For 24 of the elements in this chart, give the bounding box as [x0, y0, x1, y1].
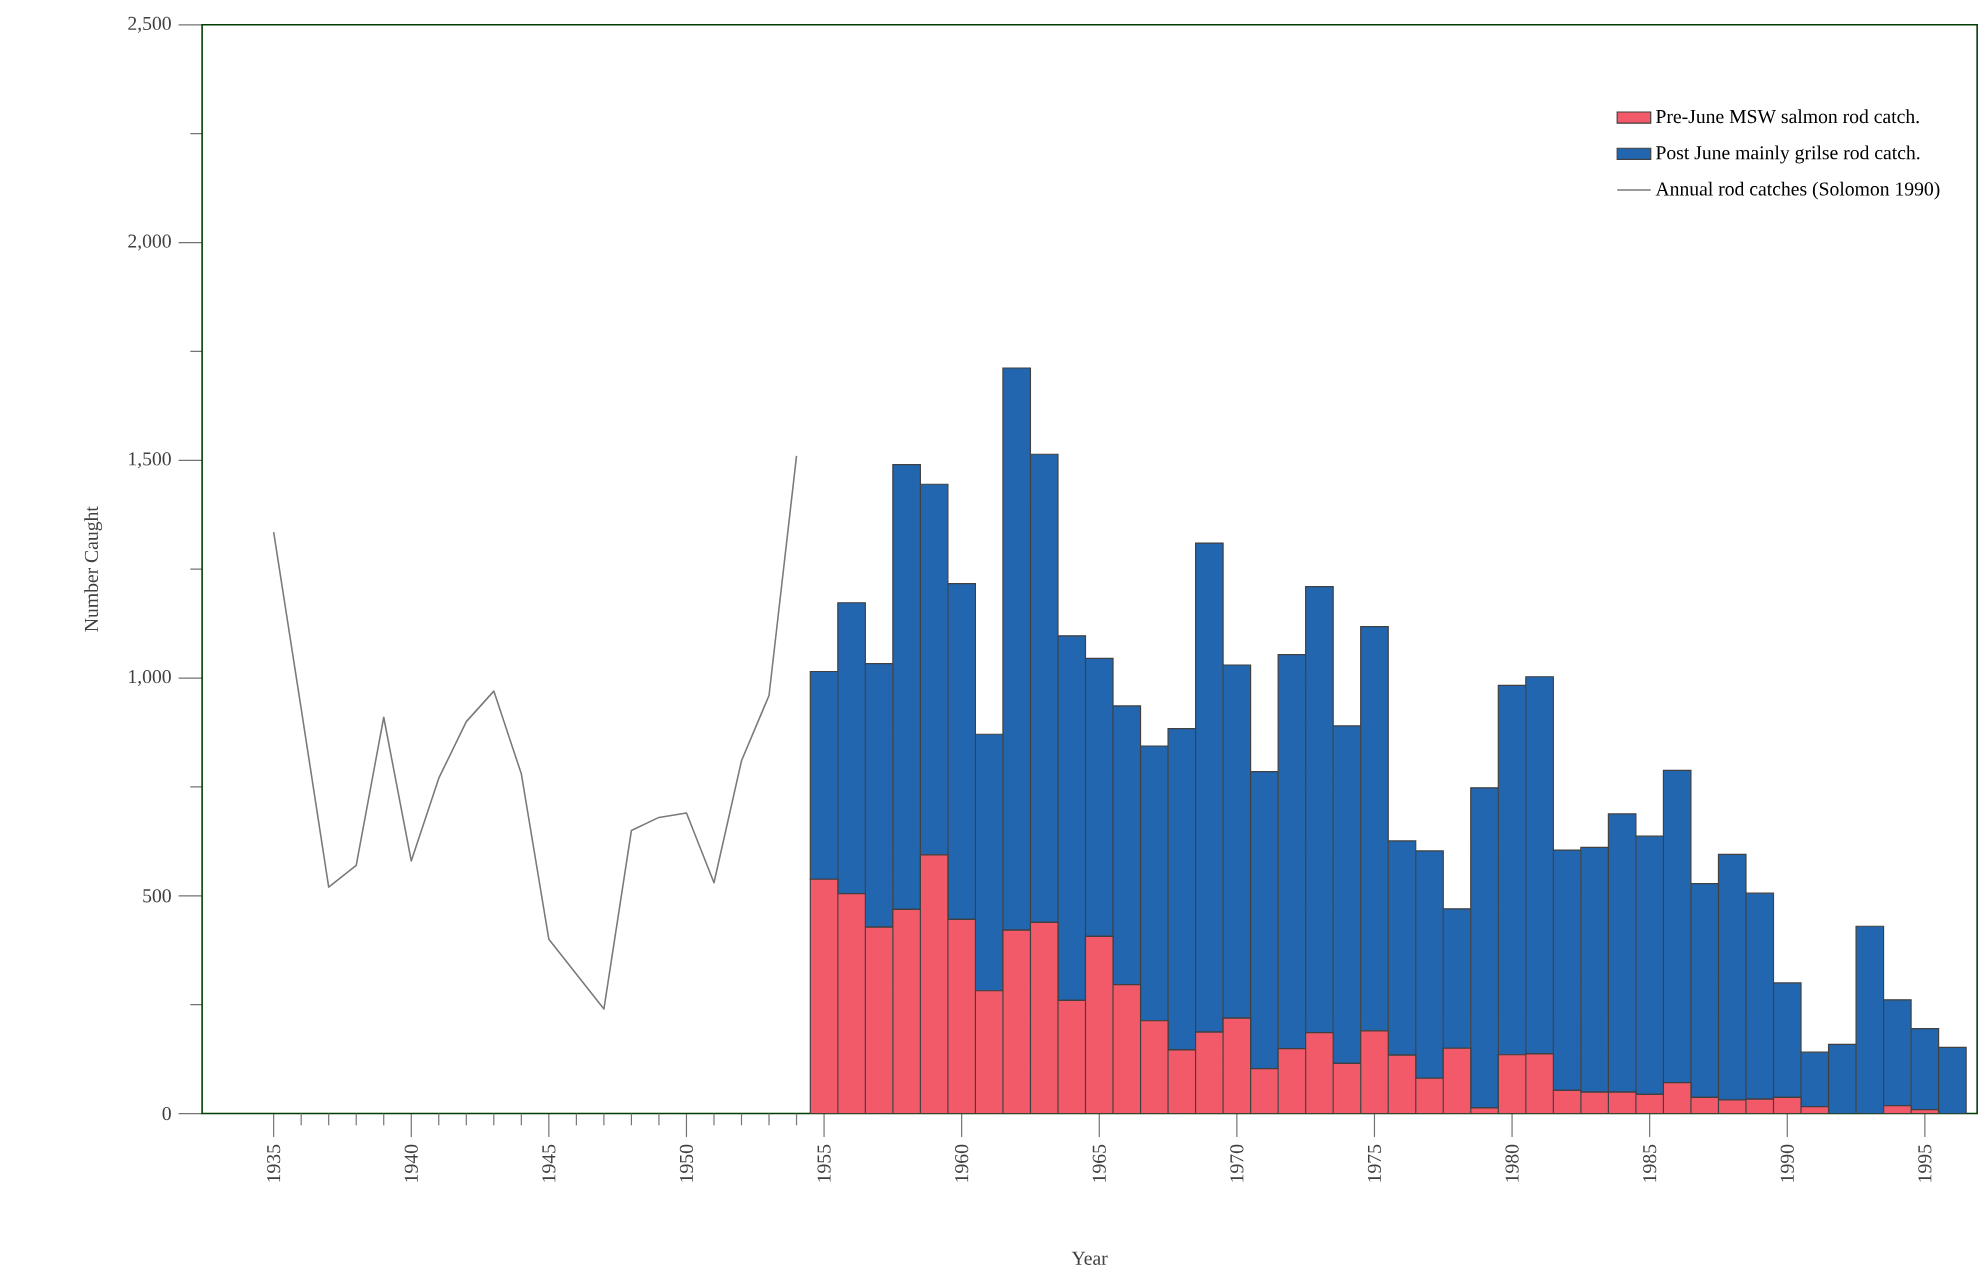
y-tick-label: 2,000: [128, 234, 171, 251]
x-tick-label: 1965: [1092, 1144, 1106, 1182]
legend-label: Post June mainly grilse rod catch.: [1656, 145, 1920, 164]
x-tick-label: 1970: [1230, 1144, 1244, 1182]
x-tick-label: 1940: [404, 1144, 418, 1182]
x-tick-label: 1945: [542, 1144, 556, 1182]
y-tick-label: 500: [143, 889, 171, 903]
y-tick-label: 1,500: [129, 452, 171, 469]
x-axis-title: Year: [1071, 1251, 1108, 1265]
x-tick-label: 1995: [1918, 1144, 1932, 1182]
x-tick-label: 1985: [1643, 1144, 1657, 1182]
y-tick-label: 2,500: [128, 16, 171, 33]
y-tick-label: 1,000: [129, 669, 171, 686]
x-tick-label: 1950: [679, 1144, 694, 1182]
x-tick-label: 1990: [1780, 1144, 1794, 1182]
y-axis-title: Number Caught: [84, 506, 103, 632]
x-tick-label: 1975: [1367, 1144, 1382, 1182]
x-tick-label: 1960: [955, 1144, 969, 1182]
x-tick-label: 1935: [267, 1144, 281, 1182]
x-tick-label: 1980: [1505, 1144, 1519, 1182]
x-tick-label: 1955: [817, 1144, 831, 1182]
legend-label: Pre-June MSW salmon rod catch.: [1656, 109, 1919, 124]
y-tick-label: 0: [162, 1106, 171, 1120]
legend-label: Annual rod catches (Solomon 1990): [1655, 181, 1940, 200]
